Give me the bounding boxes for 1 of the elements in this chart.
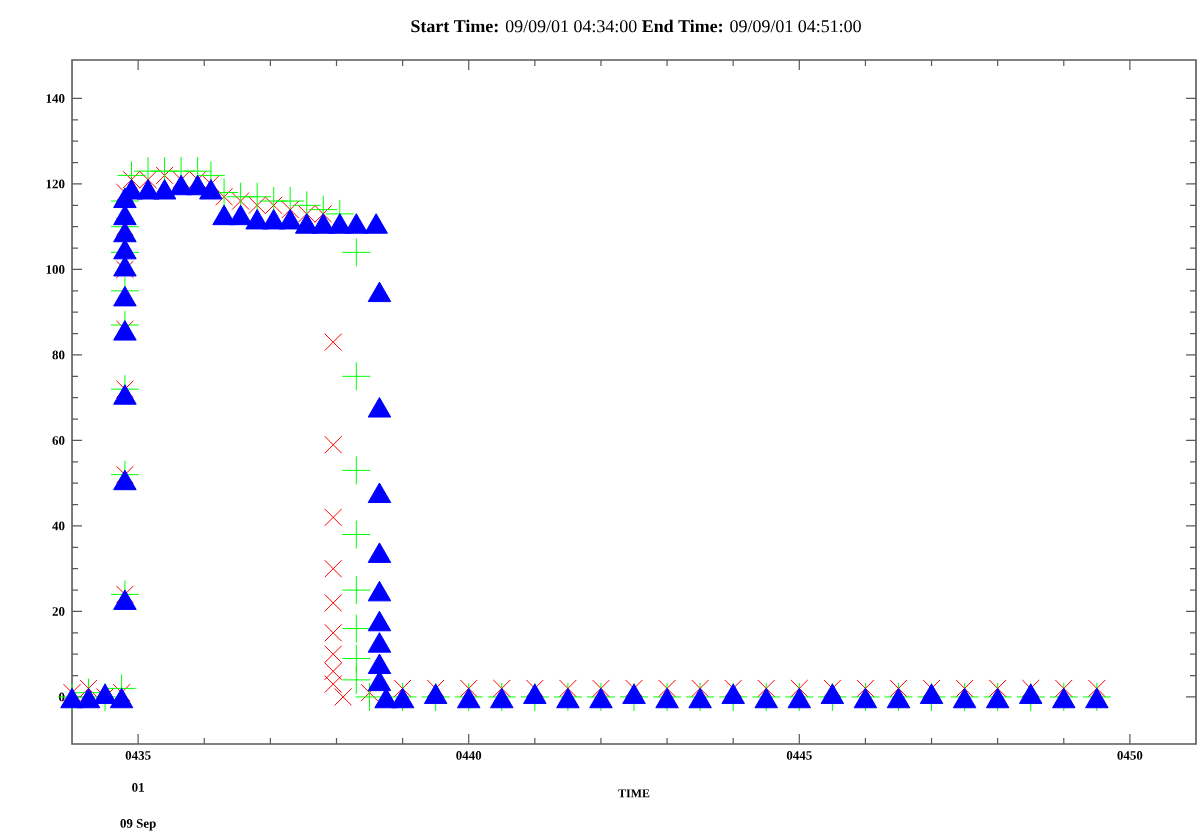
chart-title: Start Time: 09/09/01 04:34:00 End Time: 09/09/01 04:51:00 xyxy=(411,20,861,33)
